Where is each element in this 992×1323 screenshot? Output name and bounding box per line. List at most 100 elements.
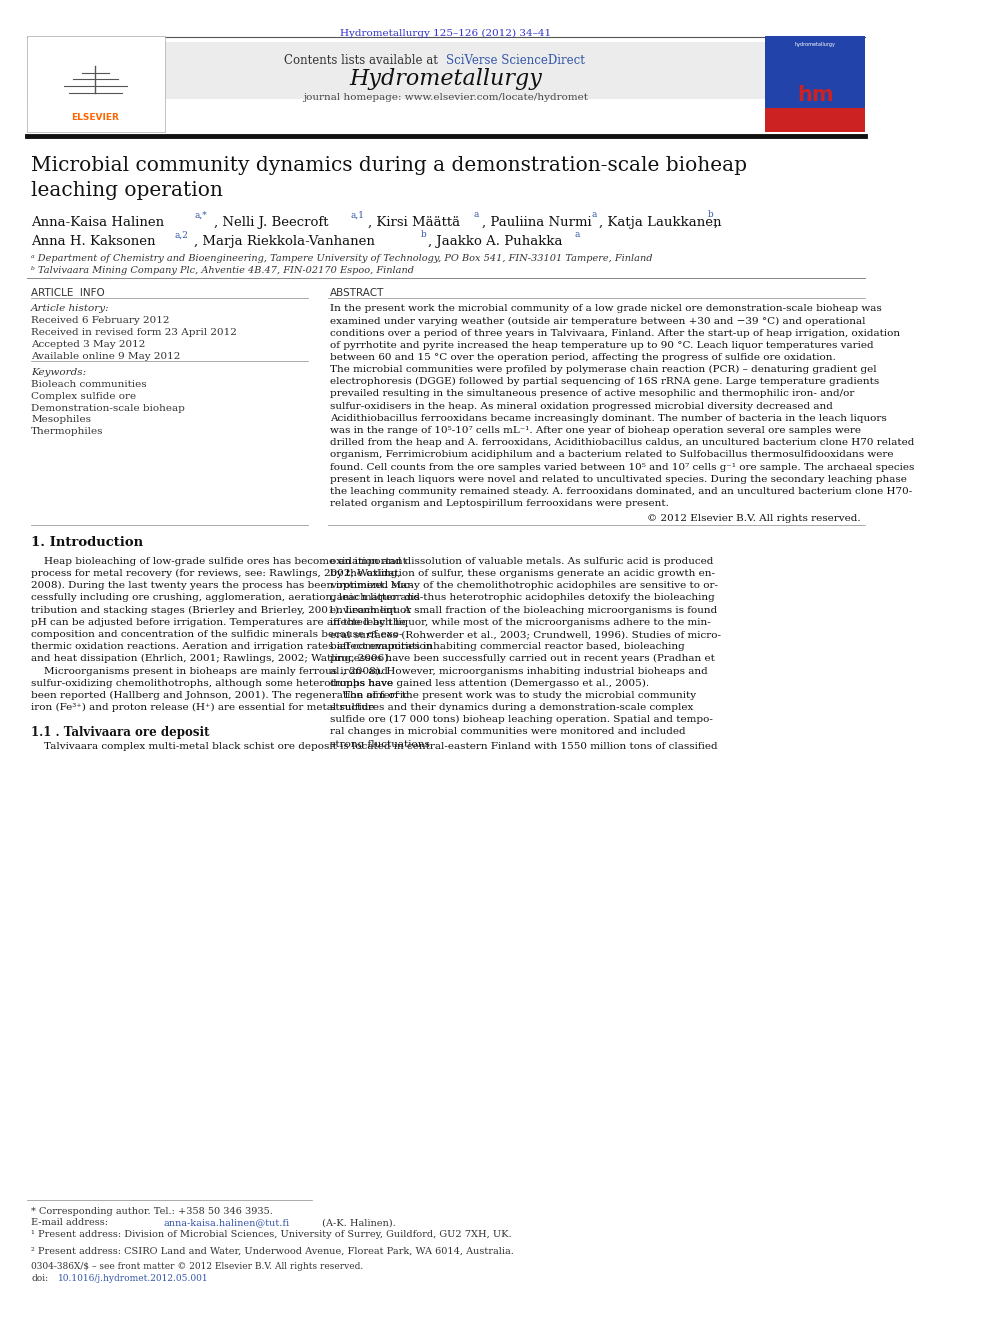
Text: tribution and stacking stages (Brierley and Brierley, 2001). Leach liquor: tribution and stacking stages (Brierley …: [31, 606, 412, 615]
Text: Accepted 3 May 2012: Accepted 3 May 2012: [31, 340, 146, 349]
Text: 2008). During the last twenty years the process has been optimized suc-: 2008). During the last twenty years the …: [31, 581, 413, 590]
Text: dumps have gained less attention (Demergasso et al., 2005).: dumps have gained less attention (Demerg…: [330, 679, 649, 688]
Text: ARTICLE  INFO: ARTICLE INFO: [31, 288, 105, 299]
Text: and heat dissipation (Ehrlich, 2001; Rawlings, 2002; Watling, 2006).: and heat dissipation (Ehrlich, 2001; Raw…: [31, 655, 392, 663]
Text: composition and concentration of the sulfidic minerals because of exo-: composition and concentration of the sul…: [31, 630, 403, 639]
Text: , Marja Riekkola-Vanhanen: , Marja Riekkola-Vanhanen: [194, 235, 380, 249]
Text: organism, Ferrimicrobium acidiphilum and a bacterium related to Sulfobacillus th: organism, Ferrimicrobium acidiphilum and…: [330, 450, 894, 459]
Text: structures and their dynamics during a demonstration-scale complex: structures and their dynamics during a d…: [330, 703, 693, 712]
Text: Microbial community dynamics during a demonstration-scale bioheap
leaching opera: Microbial community dynamics during a de…: [31, 156, 747, 200]
Text: prevailed resulting in the simultaneous presence of active mesophilic and thermo: prevailed resulting in the simultaneous …: [330, 389, 854, 398]
Text: electrophoresis (DGGE) followed by partial sequencing of 16S rRNA gene. Large te: electrophoresis (DGGE) followed by parti…: [330, 377, 879, 386]
Text: b: b: [421, 230, 427, 239]
Text: hm: hm: [797, 85, 833, 106]
Text: (A-K. Halinen).: (A-K. Halinen).: [319, 1218, 396, 1228]
Text: , Katja Laukkanen: , Katja Laukkanen: [598, 216, 725, 229]
Text: eral surfaces (Rohwerder et al., 2003; Crundwell, 1996). Studies of micro-: eral surfaces (Rohwerder et al., 2003; C…: [330, 630, 721, 639]
Text: In the present work the microbial community of a low grade nickel ore demonstrat: In the present work the microbial commun…: [330, 304, 882, 314]
Text: in the leach liquor, while most of the microorganisms adhere to the min-: in the leach liquor, while most of the m…: [330, 618, 711, 627]
Text: Talvivaara complex multi-metal black schist ore deposit is located in central-ea: Talvivaara complex multi-metal black sch…: [31, 742, 718, 750]
Text: The aim of the present work was to study the microbial community: The aim of the present work was to study…: [330, 691, 696, 700]
Text: cessfully including ore crushing, agglomeration, aeration, leach liquor dis-: cessfully including ore crushing, agglom…: [31, 594, 424, 602]
Text: b: b: [707, 210, 713, 220]
Text: sulfur-oxidizing chemolithotrophs, although some heterotrophs have: sulfur-oxidizing chemolithotrophs, altho…: [31, 679, 393, 688]
Text: anna-kaisa.halinen@tut.fi: anna-kaisa.halinen@tut.fi: [164, 1218, 290, 1228]
Text: between 60 and 15 °C over the operation period, affecting the progress of sulfid: between 60 and 15 °C over the operation …: [330, 353, 836, 363]
Text: ,: ,: [713, 216, 717, 229]
FancyBboxPatch shape: [27, 36, 165, 132]
Text: Thermophiles: Thermophiles: [31, 427, 104, 437]
FancyBboxPatch shape: [765, 36, 865, 132]
Text: Heap bioleaching of low-grade sulfide ores has become an important: Heap bioleaching of low-grade sulfide or…: [31, 557, 407, 566]
Text: © 2012 Elsevier B.V. All rights reserved.: © 2012 Elsevier B.V. All rights reserved…: [647, 513, 861, 523]
Text: Received 6 February 2012: Received 6 February 2012: [31, 316, 170, 325]
Text: present in leach liquors were novel and related to uncultivated species. During : present in leach liquors were novel and …: [330, 475, 907, 484]
Text: bial communities inhabiting commercial reactor based, bioleaching: bial communities inhabiting commercial r…: [330, 642, 684, 651]
Text: The microbial communities were profiled by polymerase chain reaction (PCR) – den: The microbial communities were profiled …: [330, 365, 877, 374]
Text: , Pauliina Nurmi: , Pauliina Nurmi: [482, 216, 595, 229]
Text: ganic matter and thus heterotrophic acidophiles detoxify the bioleaching: ganic matter and thus heterotrophic acid…: [330, 594, 715, 602]
Text: examined under varying weather (outside air temperature between +30 and −39 °C) : examined under varying weather (outside …: [330, 316, 866, 325]
Text: 1.1 . Talvivaara ore deposit: 1.1 . Talvivaara ore deposit: [31, 726, 209, 738]
Text: ral changes in microbial communities were monitored and included: ral changes in microbial communities wer…: [330, 728, 685, 737]
Text: al., 2008). However, microorganisms inhabiting industrial bioheaps and: al., 2008). However, microorganisms inha…: [330, 667, 707, 676]
Text: Acidithiobacillus ferrooxidans became increasingly dominant. The number of bacte: Acidithiobacillus ferrooxidans became in…: [330, 414, 887, 423]
Text: Mesophiles: Mesophiles: [31, 415, 91, 425]
Text: Received in revised form 23 April 2012: Received in revised form 23 April 2012: [31, 328, 237, 337]
Text: a: a: [574, 230, 579, 239]
Text: Hydrometallurgy 125–126 (2012) 34–41: Hydrometallurgy 125–126 (2012) 34–41: [340, 29, 552, 38]
Text: by the oxidation of sulfur, these organisms generate an acidic growth en-: by the oxidation of sulfur, these organi…: [330, 569, 715, 578]
Text: , Nelli J. Beecroft: , Nelli J. Beecroft: [214, 216, 333, 229]
Text: Keywords:: Keywords:: [31, 368, 86, 377]
Text: pH can be adjusted before irrigation. Temperatures are affected by the: pH can be adjusted before irrigation. Te…: [31, 618, 406, 627]
Text: doi:: doi:: [31, 1274, 49, 1283]
Text: sulfur-oxidisers in the heap. As mineral oxidation progressed microbial diversit: sulfur-oxidisers in the heap. As mineral…: [330, 402, 833, 410]
Text: Bioleach communities: Bioleach communities: [31, 380, 147, 389]
Text: a,1: a,1: [350, 210, 364, 220]
FancyBboxPatch shape: [765, 108, 865, 132]
Text: ¹ Present address: Division of Microbial Sciences, University of Surrey, Guildfo: ¹ Present address: Division of Microbial…: [31, 1230, 512, 1240]
Text: ELSEVIER: ELSEVIER: [71, 112, 119, 122]
Text: Microorganisms present in bioheaps are mainly ferrous iron- and: Microorganisms present in bioheaps are m…: [31, 667, 388, 676]
Text: hydrometallurgy: hydrometallurgy: [795, 42, 835, 48]
Text: Article history:: Article history:: [31, 304, 110, 314]
Text: Anna-Kaisa Halinen: Anna-Kaisa Halinen: [31, 216, 169, 229]
Text: , Jaakko A. Puhakka: , Jaakko A. Puhakka: [429, 235, 566, 249]
Text: * Corresponding author. Tel.: +358 50 346 3935.: * Corresponding author. Tel.: +358 50 34…: [31, 1207, 273, 1216]
Text: E-mail address:: E-mail address:: [31, 1218, 111, 1228]
Text: a: a: [591, 210, 597, 220]
Text: oxidation and dissolution of valuable metals. As sulfuric acid is produced: oxidation and dissolution of valuable me…: [330, 557, 713, 566]
Text: process for metal recovery (for reviews, see: Rawlings, 2002; Watling,: process for metal recovery (for reviews,…: [31, 569, 401, 578]
Text: journal homepage: www.elsevier.com/locate/hydromet: journal homepage: www.elsevier.com/locat…: [304, 94, 588, 102]
Text: Available online 9 May 2012: Available online 9 May 2012: [31, 352, 181, 361]
Text: environment. A small fraction of the bioleaching microorganisms is found: environment. A small fraction of the bio…: [330, 606, 717, 615]
Text: Contents lists available at: Contents lists available at: [284, 54, 441, 67]
Text: was in the range of 10⁵-10⁷ cells mL⁻¹. After one year of bioheap operation seve: was in the range of 10⁵-10⁷ cells mL⁻¹. …: [330, 426, 861, 435]
FancyBboxPatch shape: [27, 42, 865, 99]
Text: of pyrrhotite and pyrite increased the heap temperature up to 90 °C. Leach liquo: of pyrrhotite and pyrite increased the h…: [330, 341, 874, 349]
Text: thermic oxidation reactions. Aeration and irrigation rates affect evaporation: thermic oxidation reactions. Aeration an…: [31, 642, 433, 651]
Text: Hydrometallurgy: Hydrometallurgy: [349, 69, 543, 90]
Text: the leaching community remained steady. A. ferrooxidans dominated, and an uncult: the leaching community remained steady. …: [330, 487, 913, 496]
Text: Demonstration-scale bioheap: Demonstration-scale bioheap: [31, 404, 186, 413]
Text: a: a: [473, 210, 479, 220]
Text: Anna H. Kaksonen: Anna H. Kaksonen: [31, 235, 160, 249]
Text: been reported (Hallberg and Johnson, 2001). The regeneration of ferric: been reported (Hallberg and Johnson, 200…: [31, 691, 409, 700]
Text: SciVerse ScienceDirect: SciVerse ScienceDirect: [446, 54, 585, 67]
Text: iron (Fe³⁺) and proton release (H⁺) are essential for metal sulfide: iron (Fe³⁺) and proton release (H⁺) are …: [31, 703, 375, 712]
Text: , Kirsi Määttä: , Kirsi Määttä: [368, 216, 465, 229]
Text: a,2: a,2: [175, 230, 188, 239]
Text: ᵃ Department of Chemistry and Bioengineering, Tampere University of Technology, : ᵃ Department of Chemistry and Bioenginee…: [31, 254, 653, 263]
Text: vironment. Many of the chemolithotrophic acidophiles are sensitive to or-: vironment. Many of the chemolithotrophic…: [330, 581, 718, 590]
Text: a,*: a,*: [194, 210, 207, 220]
Text: ² Present address: CSIRO Land and Water, Underwood Avenue, Floreat Park, WA 6014: ² Present address: CSIRO Land and Water,…: [31, 1246, 514, 1256]
Text: related organism and Leptospirillum ferrooxidans were present.: related organism and Leptospirillum ferr…: [330, 499, 669, 508]
Text: conditions over a period of three years in Talvivaara, Finland. After the start-: conditions over a period of three years …: [330, 328, 900, 337]
Text: sulfide ore (17 000 tons) bioheap leaching operation. Spatial and tempo-: sulfide ore (17 000 tons) bioheap leachi…: [330, 716, 713, 724]
Text: processes have been successfully carried out in recent years (Pradhan et: processes have been successfully carried…: [330, 655, 715, 663]
Text: ABSTRACT: ABSTRACT: [330, 288, 385, 299]
Text: 10.1016/j.hydromet.2012.05.001: 10.1016/j.hydromet.2012.05.001: [58, 1274, 208, 1283]
Text: ᵇ Talvivaara Mining Company Plc, Ahventie 4B.47, FIN-02170 Espoo, Finland: ᵇ Talvivaara Mining Company Plc, Ahventi…: [31, 266, 415, 275]
Text: 1. Introduction: 1. Introduction: [31, 536, 143, 549]
Text: Complex sulfide ore: Complex sulfide ore: [31, 392, 136, 401]
